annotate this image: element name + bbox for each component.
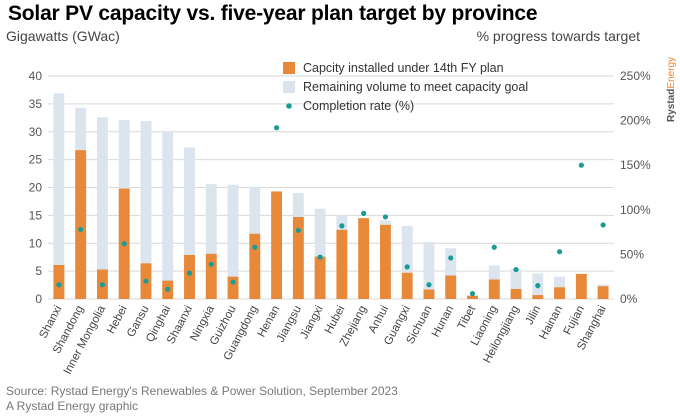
completion-point [469,291,476,297]
y2-tick-label: 0% [620,292,638,306]
completion-point [121,241,127,247]
y-tick-label: 30 [29,125,43,139]
page-title: Solar PV capacity vs. five-year plan tar… [8,2,538,25]
y2-tick-label: 150% [620,158,651,172]
bar-remaining [96,117,108,299]
completion-point [404,264,410,270]
right-axis-label: % progress towards target [476,28,640,44]
completion-point [578,162,584,168]
y-tick-label: 15 [29,208,43,222]
completion-point [78,226,84,233]
completion-point [230,279,236,285]
y-tick-label: 20 [29,181,43,195]
bar-installed [379,224,391,299]
y-tick-label: 35 [29,97,43,111]
bar-remaining [53,93,65,299]
bar-installed [575,273,587,299]
completion-point [273,125,280,131]
bar-installed [358,218,370,299]
bar-installed [554,287,566,299]
completion-point [556,249,563,255]
bar-installed [445,275,457,299]
completion-point [448,255,454,261]
bar-installed [510,288,522,299]
completion-point [252,244,258,250]
completion-point [208,261,214,267]
completion-point [600,222,606,228]
source-note: Source: Rystad Energy's Renewables & Pow… [6,384,398,398]
bar-remaining [445,248,457,299]
bar-remaining [140,121,152,299]
bar-installed [467,295,478,299]
left-axis-label: Gigawatts (GWac) [6,28,120,44]
bar-installed [249,233,261,299]
y-tick-label: 40 [29,69,43,83]
completion-point [491,244,497,250]
completion-point [382,214,389,220]
bar-installed [336,229,348,299]
bar-remaining [205,184,217,299]
y2-tick-label: 250% [620,69,651,83]
bar-installed [314,256,326,299]
bar-installed [271,191,283,299]
bar-installed [184,254,195,299]
y2-tick-label: 200% [620,114,651,128]
legend-label-installed: Capcity installed under 14th FY plan [303,61,504,75]
completion-point [361,210,367,216]
completion-point [143,278,149,284]
bar-remaining [423,242,435,299]
bar-installed [532,295,544,299]
completion-point [513,266,519,273]
bar-remaining [227,184,239,299]
completion-point [56,282,62,288]
y-tick-label: 5 [35,264,42,278]
y2-tick-label: 100% [620,203,651,217]
y-tick-label: 10 [29,236,43,250]
legend-swatch-completion [286,103,292,109]
completion-point [535,283,541,289]
legend-label-remaining: Remaining volume to meet capacity goal [303,80,528,94]
completion-point [99,282,106,288]
bar-installed [53,264,65,299]
legend-label-completion: Completion rate (%) [303,99,414,113]
bar-installed [227,276,239,299]
bar-installed [423,289,435,299]
bar-remaining [162,131,174,299]
y2-tick-label: 50% [620,247,644,261]
category-label: Tibet [456,303,479,332]
bar-installed [75,150,87,299]
completion-point [426,282,432,288]
credit-note: A Rystad Energy graphic [6,399,139,413]
bar-installed [488,279,500,299]
y-tick-label: 0 [35,292,42,306]
completion-point [317,254,323,260]
completion-point [186,270,193,276]
bar-remaining [401,225,413,299]
bar-remaining [184,147,195,299]
category-label: Jilin [524,304,544,327]
bar-remaining [510,268,522,299]
bar-remaining [314,208,326,299]
bar-installed [205,253,217,299]
completion-point [339,223,345,229]
completion-point [295,227,301,233]
legend-swatch-installed [283,62,295,74]
bar-installed [292,217,304,299]
bar-installed [597,286,609,299]
bar-installed [401,272,413,299]
legend-swatch-remaining [283,81,295,93]
completion-point [165,286,171,292]
y-tick-label: 25 [29,153,43,167]
